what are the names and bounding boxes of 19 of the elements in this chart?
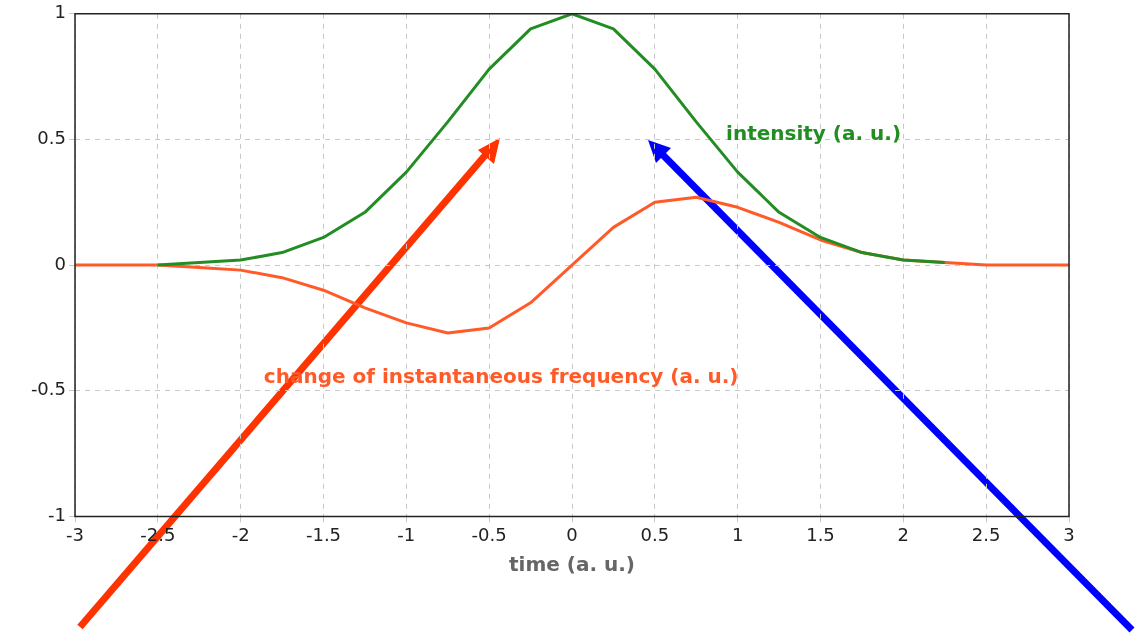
x-tick-label: 1 [731,523,744,545]
x-tick-label: -1.5 [305,523,342,545]
y-tick-label: 1 [54,1,66,23]
x-axis-title: time (a. u.) [509,552,635,577]
x-tick-label: 0 [566,523,578,545]
y-tick-label: 0 [54,252,66,274]
x-tick-label: -3 [66,523,84,545]
x-tick-label: -1 [397,523,416,545]
x-tick-label: 2.5 [971,523,1001,545]
series-label: intensity (a. u.) [726,120,902,145]
y-tick-label: -1 [48,504,66,526]
x-tick-label: 3 [1063,523,1075,545]
x-tick-label: 0.5 [640,523,670,545]
y-tick-label: 0.5 [37,127,66,149]
x-tick-label: -2 [231,523,250,545]
x-tick-label: -0.5 [471,523,507,545]
x-tick-label: 2 [897,523,910,545]
y-tick-label: -0.5 [30,378,66,400]
x-tick-label: 1.5 [806,523,835,545]
